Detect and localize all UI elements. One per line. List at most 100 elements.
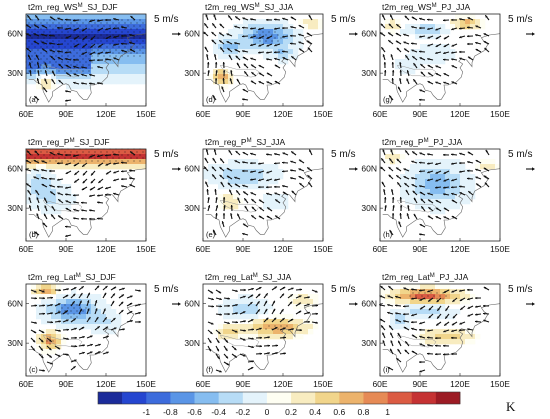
panel-title: t2m_reg_WSM_SJ_DJF bbox=[28, 2, 118, 12]
panel-label: (g) bbox=[383, 95, 393, 104]
lon-tick-label: 60E bbox=[372, 244, 387, 254]
lat-tick-label: 60N bbox=[7, 29, 23, 39]
panel-title: t2m_reg_LatM_SJ_JJA bbox=[205, 272, 292, 282]
map-panel-b: t2m_reg_PM_SJ_DJF (b) 30N 60N 60E 90E 120E 150E… bbox=[7, 137, 181, 254]
lon-tick-label: 120E bbox=[450, 109, 470, 119]
colorbar-segment bbox=[194, 392, 219, 404]
panel-label: (f) bbox=[206, 365, 214, 374]
lon-tick-label: 90E bbox=[235, 379, 250, 389]
lat-tick-label: 30N bbox=[184, 68, 200, 78]
lon-tick-label: 90E bbox=[412, 109, 427, 119]
lon-tick-label: 90E bbox=[58, 109, 73, 119]
map-panel-d: t2m_reg_WSM_SJ_JJA (d) 30N 60N 60E 90E 120E 150… bbox=[184, 2, 358, 119]
colorbar-unit: K bbox=[506, 399, 516, 414]
lon-tick-label: 60E bbox=[195, 109, 210, 119]
colorbar-tick-label: 0.4 bbox=[309, 407, 321, 417]
map-panel-h: t2m_reg_PM_PJ_JJA (h) 30N 60N 60E 90E 120E 150E… bbox=[361, 137, 535, 254]
colorbar-segment bbox=[363, 392, 388, 404]
panel-label: (c) bbox=[29, 365, 38, 374]
colorbar-tick-label: -0.2 bbox=[235, 407, 250, 417]
lon-tick-label: 150E bbox=[490, 379, 510, 389]
panel-label: (e) bbox=[206, 230, 216, 239]
lat-tick-label: 60N bbox=[184, 299, 200, 309]
lon-tick-label: 150E bbox=[313, 244, 333, 254]
map-panel-a: t2m_reg_WSM_SJ_DJF (a) 30N 60N 60E 90E 120E 150… bbox=[7, 2, 181, 119]
lat-tick-label: 30N bbox=[184, 338, 200, 348]
colorbar-segment bbox=[242, 392, 268, 404]
lon-tick-label: 60E bbox=[372, 109, 387, 119]
lat-tick-label: 60N bbox=[361, 164, 377, 174]
lat-tick-label: 30N bbox=[184, 203, 200, 213]
map-frame bbox=[202, 13, 324, 107]
colorbar-tick-label: -0.4 bbox=[211, 407, 226, 417]
map-frame bbox=[379, 283, 501, 377]
lon-tick-label: 120E bbox=[96, 244, 116, 254]
lon-tick-label: 150E bbox=[313, 109, 333, 119]
lat-tick-label: 30N bbox=[361, 338, 377, 348]
colorbar-tick-label: 1 bbox=[385, 407, 390, 417]
colorbar-tick-label: 0.6 bbox=[333, 407, 345, 417]
lat-tick-label: 60N bbox=[184, 164, 200, 174]
map-frame bbox=[202, 283, 324, 377]
colorbar-segment bbox=[387, 392, 413, 404]
reference-vector-label: 5 m/s bbox=[331, 284, 355, 295]
panel-title: t2m_reg_LatM_PJ_JJA bbox=[382, 272, 469, 282]
map-panel-i: t2m_reg_LatM_PJ_JJA (i) 30N 60N 60E 90E 120E 15… bbox=[361, 272, 535, 389]
reference-vector-label: 5 m/s bbox=[508, 284, 532, 295]
panel-label: (i) bbox=[383, 365, 390, 374]
colorbar-tick-label: -0.8 bbox=[163, 407, 178, 417]
lon-tick-label: 120E bbox=[450, 244, 470, 254]
lat-tick-label: 60N bbox=[184, 29, 200, 39]
lon-tick-label: 120E bbox=[96, 379, 116, 389]
lon-tick-label: 60E bbox=[18, 379, 33, 389]
reference-vector-label: 5 m/s bbox=[508, 14, 532, 25]
map-panel-c: t2m_reg_LatM_SJ_DJF (c) 30N 60N 60E 90E 120E 15… bbox=[7, 272, 181, 389]
panel-label: (a) bbox=[29, 95, 39, 104]
map-frame bbox=[25, 283, 147, 377]
lat-tick-label: 30N bbox=[7, 203, 23, 213]
lon-tick-label: 150E bbox=[490, 244, 510, 254]
lon-tick-label: 120E bbox=[273, 379, 293, 389]
panel-label: (h) bbox=[383, 230, 393, 239]
lon-tick-label: 90E bbox=[58, 379, 73, 389]
lon-tick-label: 150E bbox=[490, 109, 510, 119]
lon-tick-label: 150E bbox=[313, 379, 333, 389]
colorbar-segment bbox=[98, 392, 123, 404]
lon-tick-label: 150E bbox=[136, 379, 156, 389]
lon-tick-label: 60E bbox=[195, 379, 210, 389]
colorbar-tick-label: 0.2 bbox=[285, 407, 297, 417]
lon-tick-label: 120E bbox=[450, 379, 470, 389]
map-frame bbox=[25, 148, 147, 242]
lon-tick-label: 150E bbox=[136, 244, 156, 254]
lat-tick-label: 30N bbox=[7, 68, 23, 78]
colorbar-segment bbox=[435, 392, 461, 404]
panel-title: t2m_reg_LatM_SJ_DJF bbox=[28, 272, 116, 282]
panel-title: t2m_reg_WSM_SJ_JJA bbox=[205, 2, 293, 12]
colorbar-tick-label: -1 bbox=[142, 407, 150, 417]
colorbar-segment bbox=[218, 392, 244, 404]
reference-vector-label: 5 m/s bbox=[154, 149, 178, 160]
lon-tick-label: 60E bbox=[372, 379, 387, 389]
lat-tick-label: 60N bbox=[7, 164, 23, 174]
panel-title: t2m_reg_PM_SJ_DJF bbox=[28, 137, 110, 147]
lon-tick-label: 90E bbox=[235, 244, 250, 254]
lon-tick-label: 120E bbox=[273, 109, 293, 119]
colorbar-segment bbox=[291, 392, 316, 404]
lat-tick-label: 60N bbox=[7, 299, 23, 309]
lat-tick-label: 60N bbox=[361, 29, 377, 39]
reference-vector-label: 5 m/s bbox=[154, 14, 178, 25]
lon-tick-label: 90E bbox=[412, 244, 427, 254]
lon-tick-label: 60E bbox=[18, 244, 33, 254]
map-frame bbox=[379, 148, 501, 242]
lon-tick-label: 90E bbox=[58, 244, 73, 254]
colorbar-segment bbox=[146, 392, 171, 404]
colorbar-tick-label: 0 bbox=[265, 407, 270, 417]
panel-title: t2m_reg_PM_PJ_JJA bbox=[382, 137, 462, 147]
map-frame bbox=[25, 13, 147, 107]
lat-tick-label: 60N bbox=[361, 299, 377, 309]
reference-vector-label: 5 m/s bbox=[154, 284, 178, 295]
lon-tick-label: 120E bbox=[273, 244, 293, 254]
reference-vector-label: 5 m/s bbox=[331, 149, 355, 160]
